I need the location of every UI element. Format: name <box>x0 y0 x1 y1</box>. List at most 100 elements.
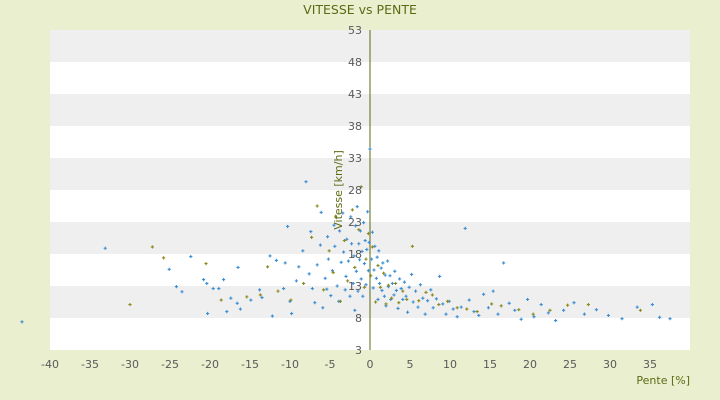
x-axis-label: Pente [%] <box>636 374 690 387</box>
x-tick-label: 30 <box>603 358 617 371</box>
data-point <box>402 280 406 284</box>
data-point <box>268 254 272 258</box>
data-point <box>346 279 350 283</box>
data-point <box>414 289 418 293</box>
data-point <box>205 281 209 286</box>
data-point <box>373 244 377 248</box>
data-point <box>354 224 358 228</box>
data-point <box>304 180 308 184</box>
data-point <box>344 274 348 278</box>
data-point <box>330 269 334 273</box>
data-point <box>382 294 386 298</box>
data-point <box>334 214 338 218</box>
data-point <box>429 288 433 292</box>
data-point <box>364 283 368 287</box>
data-point <box>548 308 552 312</box>
data-point <box>410 244 414 248</box>
chart-title: VITESSE vs PENTE <box>303 2 417 17</box>
data-point <box>258 288 262 292</box>
data-point <box>539 302 543 307</box>
data-point <box>397 301 401 305</box>
data-point <box>353 265 357 270</box>
data-point <box>332 223 336 227</box>
data-point <box>309 230 313 234</box>
data-point <box>180 290 184 294</box>
x-tick-label: -15 <box>241 358 259 371</box>
data-point <box>392 293 396 297</box>
data-point <box>266 265 270 269</box>
data-point <box>393 269 397 273</box>
data-point <box>401 297 405 302</box>
data-point <box>238 307 242 311</box>
data-point <box>366 231 370 236</box>
data-point <box>658 315 662 319</box>
data-point <box>369 274 373 278</box>
y-axis-label: Vitesse [km/h] <box>332 150 345 230</box>
data-point <box>297 265 301 269</box>
y-tick-label: 43 <box>348 88 362 101</box>
data-point <box>219 298 223 302</box>
data-point <box>339 260 343 264</box>
x-tick-label: -35 <box>81 358 99 371</box>
data-point <box>532 315 536 319</box>
x-tick-label: -25 <box>161 358 179 371</box>
data-point <box>322 288 326 292</box>
data-point <box>302 281 306 286</box>
data-point <box>222 278 226 282</box>
data-point <box>235 301 239 305</box>
data-point <box>371 286 375 290</box>
data-point <box>289 298 293 302</box>
data-point <box>357 228 361 232</box>
data-point <box>358 258 362 262</box>
data-point <box>362 221 366 225</box>
data-point <box>382 271 386 275</box>
data-point <box>361 294 365 298</box>
data-point <box>367 240 371 245</box>
data-point <box>270 314 274 318</box>
x-tick-label: -5 <box>325 358 336 371</box>
data-point <box>150 245 154 249</box>
data-point <box>290 311 294 316</box>
data-point <box>531 312 535 316</box>
data-point <box>499 304 503 308</box>
data-point <box>349 215 353 219</box>
x-tick-label: 35 <box>643 358 657 371</box>
data-point <box>20 320 24 324</box>
data-point <box>507 301 511 305</box>
data-point <box>401 289 405 293</box>
data-point <box>333 244 337 248</box>
data-point <box>398 277 402 281</box>
data-point <box>365 247 369 252</box>
data-point <box>354 269 358 273</box>
data-point <box>323 276 327 280</box>
y-tick-label: 8 <box>355 312 362 325</box>
data-point <box>423 312 427 316</box>
data-point <box>282 286 286 291</box>
data-point <box>390 296 394 300</box>
data-point <box>356 289 360 293</box>
data-point <box>331 270 335 275</box>
data-point <box>394 281 398 286</box>
data-point <box>475 310 479 314</box>
data-point <box>378 285 382 289</box>
data-point <box>451 307 455 311</box>
data-point <box>477 313 481 318</box>
data-point <box>490 302 494 306</box>
data-point <box>211 286 215 291</box>
data-point <box>380 288 384 293</box>
x-tick-label: 15 <box>483 358 497 371</box>
data-point <box>348 294 352 298</box>
data-point <box>204 262 208 266</box>
data-point <box>384 302 388 306</box>
x-tick-label: 25 <box>563 358 577 371</box>
data-point <box>310 235 314 239</box>
data-points <box>20 147 672 324</box>
data-point <box>364 257 368 261</box>
data-point <box>386 259 390 263</box>
data-point <box>620 317 624 321</box>
y-tick-label: 28 <box>348 184 362 197</box>
data-point <box>338 299 342 303</box>
data-point <box>388 274 392 278</box>
data-point <box>431 306 435 310</box>
x-tick-label: 0 <box>367 358 374 371</box>
